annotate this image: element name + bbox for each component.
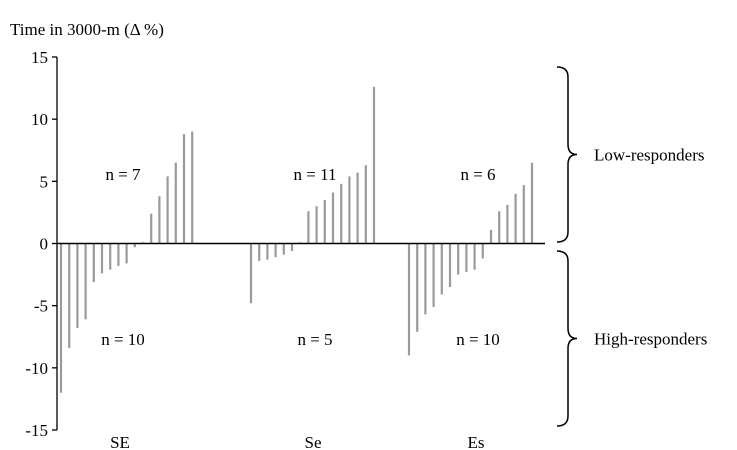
bar [315, 206, 318, 244]
bar [432, 243, 435, 307]
high-responders-label: High-responders [594, 330, 707, 349]
bar [465, 243, 468, 273]
n-low-label: n = 6 [460, 165, 495, 184]
bar [68, 243, 71, 348]
bar [481, 243, 484, 259]
bar [150, 213, 153, 244]
bar [530, 162, 534, 244]
bar [182, 134, 186, 244]
low-responders-label: Low-responders [594, 146, 704, 165]
bar [290, 243, 294, 251]
y-tick-label: 10 [31, 110, 48, 129]
bar [489, 229, 493, 244]
group-label: SE [110, 433, 130, 450]
group-labels: SE n = 7 n = 10 Se n = 11 n = 5 Es n = 6 n = 10 [101, 165, 500, 450]
bar [307, 211, 310, 244]
bar [158, 196, 161, 244]
n-high-label: n = 5 [297, 330, 332, 349]
n-low-label: n = 7 [105, 165, 141, 184]
bar [84, 243, 87, 320]
group-label: Es [468, 433, 485, 450]
bar [249, 243, 253, 304]
bar [282, 243, 285, 255]
bar [348, 176, 351, 244]
n-high-label: n = 10 [456, 330, 500, 349]
bar [364, 165, 367, 244]
bar [514, 193, 517, 244]
bar [340, 183, 343, 244]
bar [407, 243, 411, 356]
bar [76, 243, 79, 329]
bars [59, 86, 534, 393]
y-tick-label: -15 [25, 421, 48, 440]
bar [323, 199, 326, 244]
group-label: Se [305, 433, 322, 450]
bar [498, 211, 501, 244]
n-low-label: n = 11 [294, 165, 337, 184]
bar [174, 162, 177, 244]
bar [356, 172, 359, 244]
high-responders-brace [556, 250, 578, 427]
y-axis-label: Time in 3000-m (Δ %) [10, 20, 164, 39]
bar [372, 86, 376, 244]
bar [457, 243, 460, 275]
bar [258, 243, 261, 261]
bar [125, 243, 128, 264]
n-high-label: n = 10 [101, 330, 145, 349]
bar [274, 243, 277, 258]
bar [117, 243, 120, 266]
bar [133, 243, 136, 248]
bar [522, 185, 525, 244]
bar [59, 243, 63, 393]
bar [440, 243, 443, 295]
y-tick-label: 5 [40, 172, 49, 191]
y-tick-label: 0 [40, 235, 49, 254]
bar [166, 176, 169, 244]
bar [109, 243, 112, 270]
bar [191, 131, 194, 244]
y-axis-ticks: 15 10 5 0 -5 -10 -15 [25, 48, 57, 440]
y-tick-label: -5 [34, 297, 48, 316]
bar [100, 243, 104, 274]
bar [473, 243, 476, 270]
braces: Low-responders High-responders [556, 66, 707, 427]
axes [56, 57, 545, 430]
low-responders-brace [556, 66, 578, 243]
bar [448, 243, 452, 288]
bar [424, 243, 427, 315]
bar [266, 243, 269, 260]
bar [92, 243, 95, 283]
y-tick-label: 15 [31, 48, 48, 67]
bar [416, 243, 419, 332]
y-tick-label: -10 [25, 359, 48, 378]
bar [331, 192, 335, 244]
bar [506, 204, 509, 244]
